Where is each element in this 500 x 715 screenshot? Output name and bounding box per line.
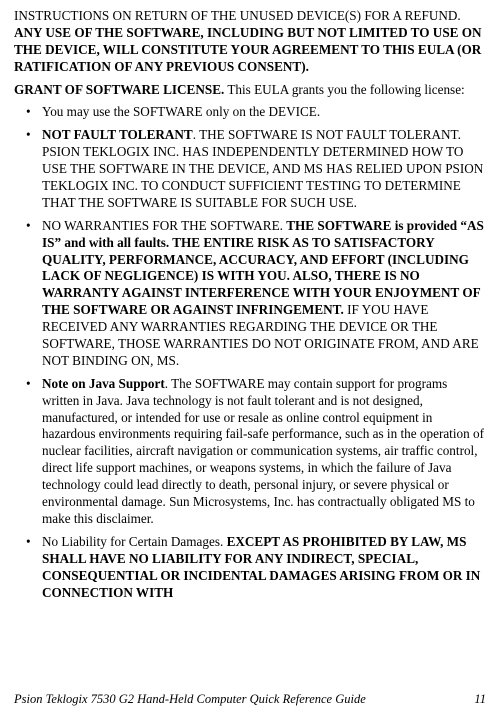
intro-paragraph: INSTRUCTIONS ON RETURN OF THE UNUSED DEV… <box>14 8 486 76</box>
intro-bold-text: ANY USE OF THE SOFTWARE, INCLUDING BUT N… <box>14 25 482 74</box>
list-item: Note on Java Support. The SOFTWARE may c… <box>14 376 486 528</box>
grant-paragraph: GRANT OF SOFTWARE LICENSE. This EULA gra… <box>14 82 486 99</box>
item-lead-bold: NOT FAULT TOLERANT <box>42 127 193 142</box>
list-item: No Liability for Certain Damages. EXCEPT… <box>14 534 486 602</box>
page-footer: Psion Teklogix 7530 G2 Hand-Held Compute… <box>14 691 486 707</box>
grant-title: GRANT OF SOFTWARE LICENSE. <box>14 82 224 97</box>
item-text: You may use the SOFTWARE only on the DEV… <box>42 104 320 119</box>
intro-pre-text: INSTRUCTIONS ON RETURN OF THE UNUSED DEV… <box>14 8 461 23</box>
list-item: NO WARRANTIES FOR THE SOFTWARE. THE SOFT… <box>14 218 486 370</box>
list-item: NOT FAULT TOLERANT. THE SOFTWARE IS NOT … <box>14 127 486 211</box>
license-list: You may use the SOFTWARE only on the DEV… <box>14 104 486 601</box>
item-pre: No Liability for Certain Damages. <box>42 534 227 549</box>
item-pre: NO WARRANTIES FOR THE SOFTWARE. <box>42 218 286 233</box>
grant-rest: This EULA grants you the following licen… <box>224 82 464 97</box>
item-rest: . The SOFTWARE may contain support for p… <box>42 376 484 526</box>
item-lead-bold: Note on Java Support <box>42 376 165 391</box>
footer-page-number: 11 <box>474 691 486 707</box>
list-item: You may use the SOFTWARE only on the DEV… <box>14 104 486 121</box>
footer-title: Psion Teklogix 7530 G2 Hand-Held Compute… <box>14 691 366 707</box>
